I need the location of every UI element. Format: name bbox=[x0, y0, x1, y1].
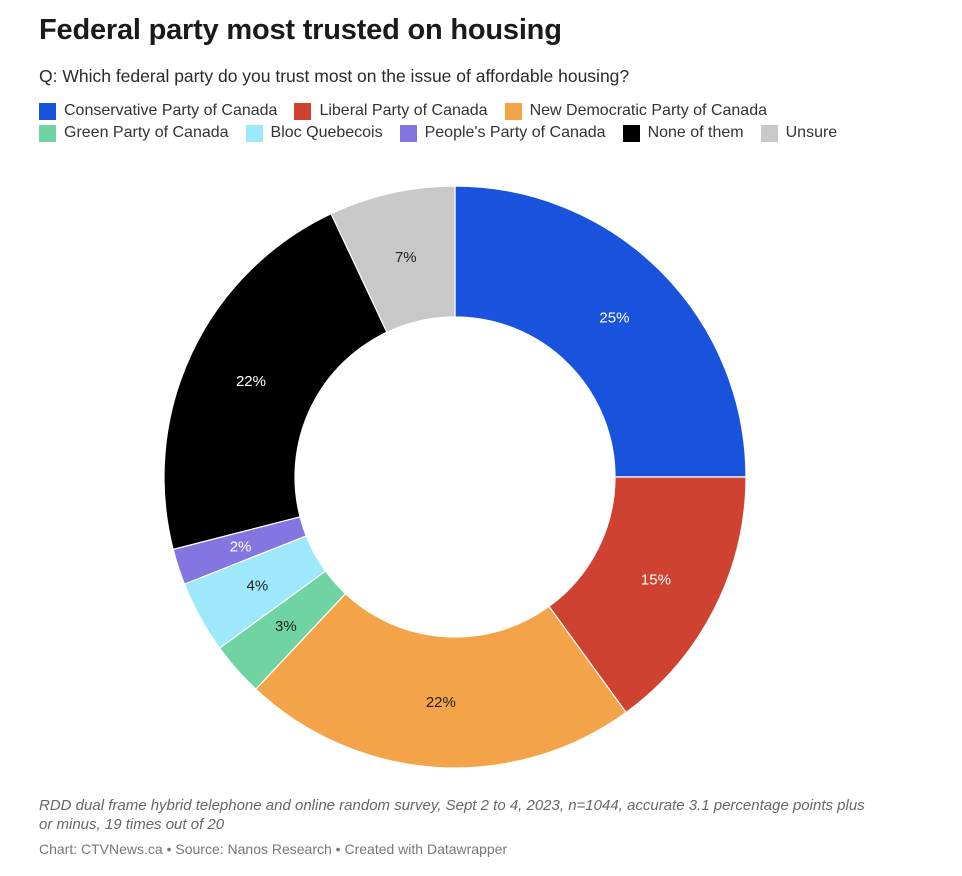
legend-label: New Democratic Party of Canada bbox=[529, 102, 767, 119]
slice-value-label: 22% bbox=[426, 694, 456, 711]
slice-value-label: 2% bbox=[230, 539, 252, 556]
slice-value-label: 7% bbox=[395, 249, 417, 266]
chart-byline: Chart: CTVNews.ca • Source: Nanos Resear… bbox=[39, 841, 508, 857]
slice-value-label: 22% bbox=[236, 373, 266, 390]
legend: Conservative Party of Canada Liberal Part… bbox=[39, 100, 939, 144]
slice-none-of-them bbox=[163, 212, 388, 551]
legend-label: Conservative Party of Canada bbox=[64, 102, 278, 119]
slice-value-label: 3% bbox=[275, 618, 297, 635]
legend-item: Conservative Party of Canada bbox=[39, 102, 277, 120]
legend-item: New Democratic Party of Canada bbox=[504, 102, 767, 120]
legend-label: Bloc Quebecois bbox=[270, 124, 383, 141]
legend-item: Green Party of Canada bbox=[39, 124, 229, 142]
legend-row-2: Green Party of Canada Bloc Quebecois Peopl… bbox=[39, 122, 939, 144]
slice-value-label: 15% bbox=[641, 571, 671, 588]
slice-unsure bbox=[330, 185, 456, 334]
legend-swatch bbox=[294, 102, 312, 120]
legend-swatch bbox=[760, 124, 778, 142]
slice-new-democratic-party-of-canada bbox=[254, 592, 627, 769]
legend-item: Bloc Quebecois bbox=[245, 124, 383, 142]
legend-label: People's Party of Canada bbox=[424, 124, 606, 141]
legend-swatch bbox=[39, 102, 56, 120]
legend-item: People's Party of Canada bbox=[399, 124, 606, 142]
chart-notes: RDD dual frame hybrid telephone and onli… bbox=[39, 797, 865, 833]
legend-item: Liberal Party of Canada bbox=[294, 102, 488, 120]
chart-subtitle: Q: Which federal party do you trust most… bbox=[39, 66, 630, 86]
chart-title: Federal party most trusted on housing bbox=[39, 14, 562, 46]
legend-swatch bbox=[622, 124, 640, 142]
legend-swatch bbox=[39, 124, 56, 142]
legend-swatch bbox=[504, 102, 522, 120]
legend-label: Liberal Party of Canada bbox=[319, 102, 488, 119]
legend-label: Unsure bbox=[785, 124, 838, 141]
slice-liberal-party-of-canada bbox=[548, 476, 747, 714]
legend-row-1: Conservative Party of Canada Liberal Part… bbox=[39, 100, 939, 122]
slice-value-label: 25% bbox=[599, 310, 629, 327]
slice-conservative-party-of-canada bbox=[454, 185, 747, 478]
legend-item: None of them bbox=[622, 124, 744, 142]
legend-swatch bbox=[399, 124, 417, 142]
legend-label: None of them bbox=[647, 124, 744, 141]
donut-chart: 25% 15% 22% 3% 4% 2% 22% 7% bbox=[163, 185, 747, 769]
legend-item: Unsure bbox=[760, 124, 838, 142]
legend-label: Green Party of Canada bbox=[64, 124, 229, 141]
slice-value-label: 4% bbox=[247, 578, 269, 595]
legend-swatch bbox=[245, 124, 263, 142]
